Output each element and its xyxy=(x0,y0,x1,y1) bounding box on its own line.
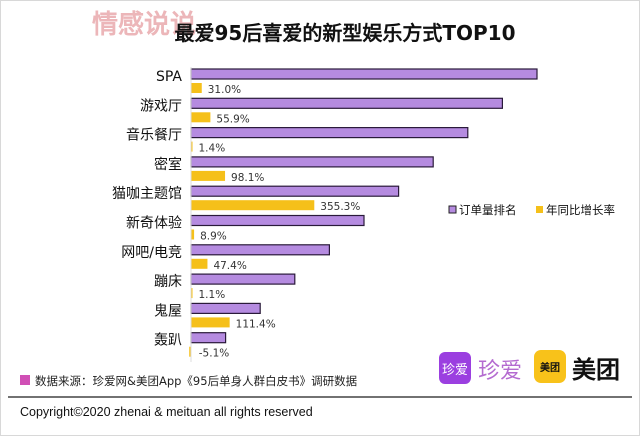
rank-bar xyxy=(190,156,434,168)
growth-bar xyxy=(191,288,193,299)
rank-bar xyxy=(190,68,538,80)
growth-data-label: 111.4% xyxy=(236,318,276,330)
category-label: 蹦床 xyxy=(154,274,182,290)
category-label: 鬼屋 xyxy=(154,303,182,319)
category-label: 猫咖主题馆 xyxy=(112,186,182,202)
rank-bar xyxy=(190,185,400,197)
growth-bar xyxy=(191,141,193,152)
zhenai-icon-text: 珍爱 xyxy=(442,363,468,378)
zhenai-logo-text: 珍爱 xyxy=(478,359,522,384)
growth-bar xyxy=(191,258,208,269)
source-marker xyxy=(20,375,30,385)
rank-bar xyxy=(190,97,503,109)
rank-bar xyxy=(190,126,469,139)
legend-label-growth: 年同比增长率 xyxy=(546,203,615,217)
growth-data-label: 98.1% xyxy=(231,172,264,184)
rank-bar xyxy=(190,302,261,314)
meituan-logo: 美团 美团 xyxy=(534,350,620,384)
category-label: 游戏厅 xyxy=(140,98,182,114)
category-label: SPA xyxy=(156,69,182,85)
rank-bar xyxy=(190,332,227,344)
copyright: Copyright©2020 zhenai & meituan all righ… xyxy=(20,405,313,419)
growth-bar xyxy=(191,200,315,211)
legend-swatch-growth xyxy=(536,206,543,213)
growth-bar xyxy=(191,83,202,93)
growth-bar xyxy=(189,346,191,357)
source-note: 数据来源：珍爱网&美团App《95后单身人群白皮书》调研数据 xyxy=(35,374,358,388)
growth-bar xyxy=(191,229,195,240)
growth-data-label: 31.0% xyxy=(208,84,241,96)
category-label: 新奇体验 xyxy=(126,215,182,232)
legend-label-rank: 订单量排名 xyxy=(459,203,517,217)
rank-bar xyxy=(190,244,330,256)
growth-data-label: 355.3% xyxy=(320,201,360,213)
growth-data-label: 8.9% xyxy=(200,231,227,243)
rank-bar xyxy=(190,214,365,227)
legend-swatch-rank xyxy=(448,205,457,214)
zhenai-logo: 珍爱 珍爱 xyxy=(439,352,522,384)
meituan-icon-text: 美团 xyxy=(540,361,560,374)
category-label: 密室 xyxy=(154,156,182,173)
growth-data-label: -5.1% xyxy=(199,348,229,360)
growth-bar xyxy=(191,170,226,181)
rank-bar xyxy=(190,273,296,285)
chart-title: 最爱95后喜爱的新型娱乐方式TOP10 xyxy=(175,21,516,45)
growth-bar xyxy=(191,112,211,123)
category-label: 轰趴 xyxy=(154,332,182,349)
legend: 订单量排名 年同比增长率 xyxy=(448,203,615,217)
growth-data-label: 1.4% xyxy=(199,143,226,155)
category-label: 音乐餐厅 xyxy=(126,127,182,144)
watermark: 情感说说 xyxy=(92,10,196,40)
growth-data-label: 1.1% xyxy=(199,289,226,301)
growth-data-label: 47.4% xyxy=(213,260,246,272)
growth-data-label: 55.9% xyxy=(216,113,249,125)
growth-bar xyxy=(191,317,230,328)
meituan-logo-text: 美团 xyxy=(572,356,620,384)
category-label: 网吧/电竞 xyxy=(121,244,182,261)
